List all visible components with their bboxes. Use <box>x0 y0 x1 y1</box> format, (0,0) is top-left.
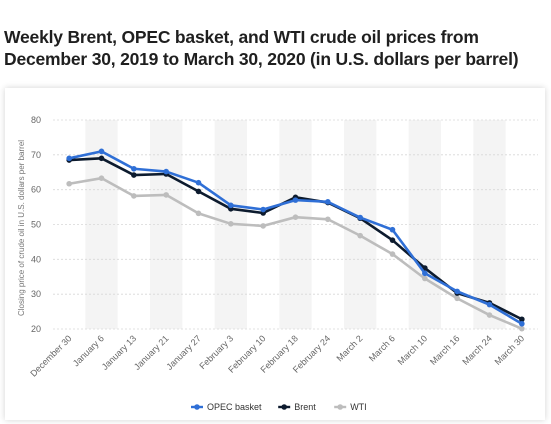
x-tick-label: March 16 <box>428 333 462 367</box>
data-point[interactable] <box>519 316 525 323</box>
data-point[interactable] <box>98 148 105 155</box>
data-point[interactable] <box>163 168 169 175</box>
legend-label: WTI <box>350 402 367 412</box>
x-tick-label: March 10 <box>396 333 430 367</box>
data-point[interactable] <box>195 179 202 186</box>
data-point[interactable] <box>389 226 396 233</box>
y-tick-label: 60 <box>31 185 41 195</box>
y-tick-label: 70 <box>31 150 41 160</box>
y-axis-label: Closing price of crude oil in U.S. dolla… <box>17 140 26 316</box>
data-point[interactable] <box>486 301 493 308</box>
y-tick-label: 30 <box>31 289 41 299</box>
data-point[interactable] <box>325 199 331 205</box>
data-point[interactable] <box>131 165 137 172</box>
data-point[interactable] <box>422 270 428 277</box>
legend-label: OPEC basket <box>207 402 262 412</box>
data-point[interactable] <box>228 202 234 209</box>
data-point[interactable] <box>519 325 525 332</box>
data-point[interactable] <box>66 155 72 162</box>
data-series <box>66 148 525 332</box>
legend: OPEC basket Brent WTI <box>191 402 367 412</box>
data-point[interactable] <box>325 216 331 223</box>
data-point[interactable] <box>66 180 72 187</box>
data-point[interactable] <box>292 197 299 203</box>
y-tick-label: 40 <box>31 254 41 264</box>
legend-item[interactable]: OPEC basket <box>191 402 262 412</box>
y-tick-label: 80 <box>31 115 41 125</box>
x-tick-label: March 6 <box>367 333 397 363</box>
x-tick-label: March 30 <box>493 333 527 367</box>
legend-item[interactable]: WTI <box>334 402 367 412</box>
data-point[interactable] <box>98 175 105 181</box>
x-tick-label: March 24 <box>460 333 494 367</box>
data-point[interactable] <box>422 275 428 282</box>
x-tick-label: January 27 <box>164 333 203 372</box>
data-point[interactable] <box>357 214 363 221</box>
data-point[interactable] <box>389 251 396 257</box>
data-point[interactable] <box>163 192 169 198</box>
legend-label: Brent <box>294 402 316 412</box>
legend-item[interactable]: Brent <box>278 402 316 412</box>
y-tick-label: 50 <box>31 220 41 230</box>
legend-marker <box>337 404 344 410</box>
data-point[interactable] <box>389 237 396 243</box>
y-axis-ticks: 20 30 40 50 60 70 80 <box>31 115 41 334</box>
series-wti <box>66 175 525 332</box>
data-point[interactable] <box>519 320 525 327</box>
data-point[interactable] <box>357 232 363 239</box>
data-point[interactable] <box>260 223 266 229</box>
data-point[interactable] <box>98 155 105 162</box>
data-point[interactable] <box>195 210 202 217</box>
y-tick-label: 20 <box>31 324 41 334</box>
x-tick-label: December 30 <box>28 333 73 378</box>
data-point[interactable] <box>195 188 202 195</box>
chart-title: Weekly Brent, OPEC basket, and WTI crude… <box>4 27 519 69</box>
data-point[interactable] <box>486 312 493 318</box>
legend-marker <box>281 404 288 410</box>
data-point[interactable] <box>131 193 137 199</box>
series-opec-basket <box>66 148 525 327</box>
legend-marker <box>194 404 200 410</box>
data-point[interactable] <box>454 288 460 295</box>
data-point[interactable] <box>228 221 234 227</box>
data-point[interactable] <box>260 206 266 213</box>
data-point[interactable] <box>131 172 137 178</box>
x-tick-label: March 2 <box>335 333 365 363</box>
data-point[interactable] <box>454 295 460 302</box>
data-point[interactable] <box>292 214 299 220</box>
